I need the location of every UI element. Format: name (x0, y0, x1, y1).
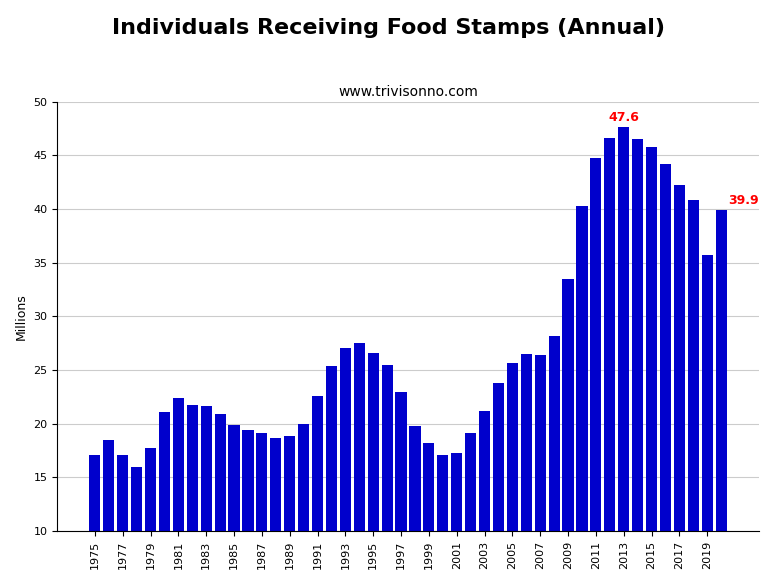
Bar (451, 453, 462, 584)
Bar (660, 164, 671, 584)
Bar (632, 139, 643, 584)
Bar (716, 210, 727, 584)
Bar (312, 396, 323, 584)
Bar (591, 158, 601, 584)
Bar (465, 433, 476, 584)
Bar (534, 355, 546, 584)
Title: www.trivisonno.com: www.trivisonno.com (338, 85, 478, 99)
Y-axis label: Millions: Millions (15, 293, 28, 340)
Bar (506, 363, 518, 584)
Text: 47.6: 47.6 (608, 111, 640, 124)
Bar (576, 206, 587, 584)
Bar (409, 426, 421, 584)
Bar (117, 455, 128, 584)
Bar (479, 411, 490, 584)
Bar (201, 406, 212, 584)
Bar (131, 467, 142, 584)
Bar (284, 436, 296, 584)
Bar (326, 366, 337, 584)
Bar (145, 449, 156, 584)
Bar (381, 364, 393, 584)
Bar (229, 425, 240, 584)
Bar (103, 440, 114, 584)
Bar (423, 443, 434, 584)
Bar (215, 414, 226, 584)
Bar (368, 353, 379, 584)
Bar (619, 127, 629, 584)
Bar (562, 279, 573, 584)
Bar (256, 433, 268, 584)
Bar (548, 336, 559, 584)
Bar (674, 185, 685, 584)
Bar (298, 423, 309, 584)
Bar (688, 200, 699, 584)
Bar (395, 392, 407, 584)
Bar (243, 430, 254, 584)
Bar (702, 255, 713, 584)
Bar (159, 412, 170, 584)
Bar (354, 343, 365, 584)
Bar (437, 455, 448, 584)
Bar (89, 455, 100, 584)
Text: 39.9: 39.9 (728, 194, 759, 207)
Bar (270, 437, 282, 584)
Bar (187, 405, 198, 584)
Bar (493, 383, 504, 584)
Bar (173, 398, 184, 584)
Bar (520, 354, 532, 584)
Bar (605, 138, 615, 584)
Text: Individuals Receiving Food Stamps (Annual): Individuals Receiving Food Stamps (Annua… (113, 18, 665, 37)
Bar (340, 349, 351, 584)
Bar (646, 147, 657, 584)
